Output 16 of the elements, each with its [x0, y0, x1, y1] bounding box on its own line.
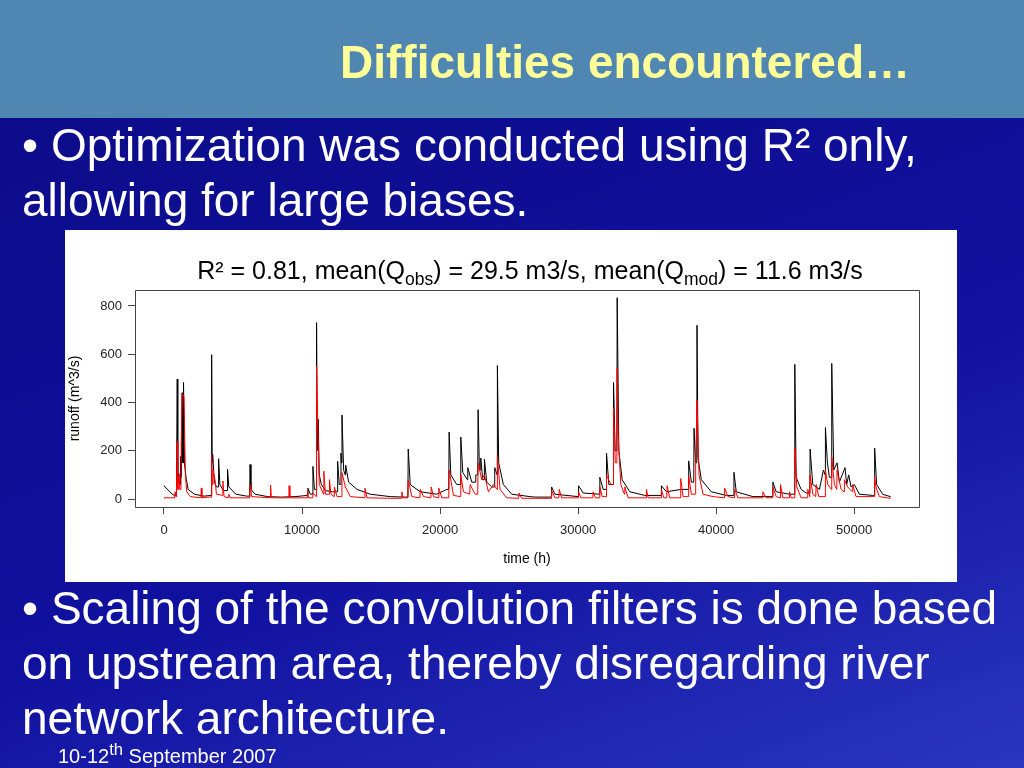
chart-subtitle: R² = 0.81, mean(Q$_{obs}$) = 29.5 m3/s, mean(Q$_{mod}$) = 11.6 m3/s: [196, 256, 864, 289]
x-tick-label: 40000: [698, 522, 735, 538]
x-tick-label: 10000: [283, 522, 321, 538]
x-tick-label: 0: [160, 522, 168, 538]
x-tick-label: 20000: [421, 522, 459, 538]
chart-title: Difficulties encountered…: [339, 36, 911, 88]
y-tick-label: 800: [100, 297, 122, 313]
text: • Optimization was conducted using R² only, allowing for large biases.: [22, 118, 918, 228]
y-tick-label: 200: [100, 442, 122, 458]
x-tick-label: 50000: [836, 522, 873, 538]
y-tick-label: 400: [100, 394, 122, 410]
y-tick-label: 0: [114, 490, 122, 506]
x-tick-label: 30000: [559, 522, 597, 538]
y-axis-title: runoff (m^3/s): [66, 355, 83, 442]
y-tick-label: 600: [100, 345, 122, 361]
x-axis-title: time (h): [503, 550, 551, 567]
